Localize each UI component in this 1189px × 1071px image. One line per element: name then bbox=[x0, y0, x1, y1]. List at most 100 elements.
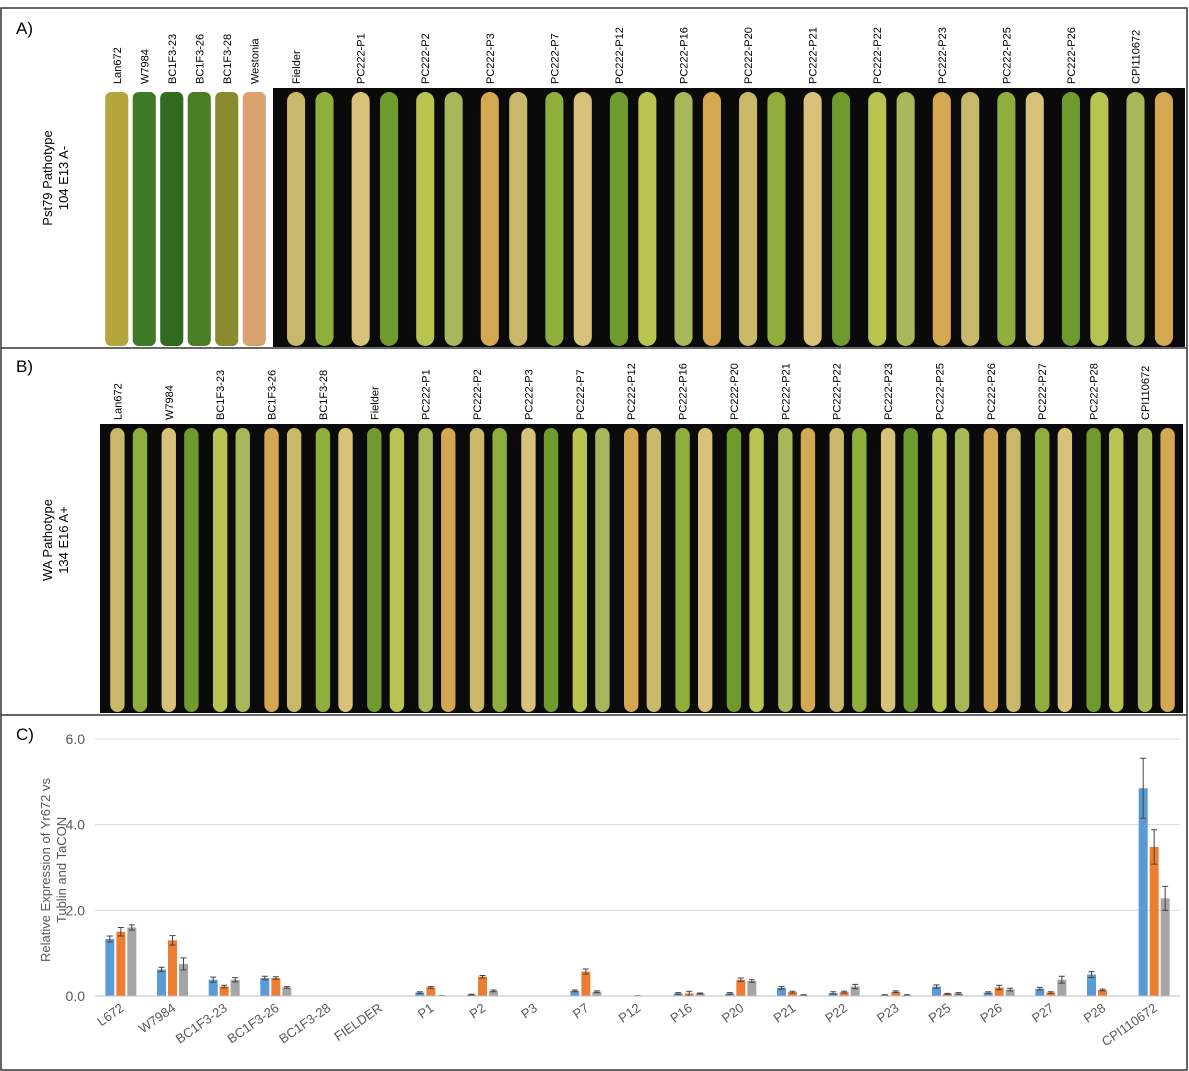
error-bar bbox=[1007, 988, 1013, 991]
x-tick-label: P22 bbox=[822, 1000, 850, 1026]
error-bar bbox=[697, 993, 703, 994]
bar bbox=[581, 972, 590, 996]
bar bbox=[736, 980, 745, 996]
sample-label: PC222-P7 bbox=[549, 33, 561, 84]
sample-label: PC222-P25 bbox=[934, 363, 946, 420]
x-tick-label: P26 bbox=[977, 1000, 1005, 1026]
bar bbox=[168, 940, 177, 996]
sample-label: PC222-P16 bbox=[678, 363, 690, 420]
leaf bbox=[105, 92, 128, 346]
error-bar bbox=[801, 995, 807, 996]
leaf bbox=[675, 428, 689, 712]
sample-label: PC222-P22 bbox=[832, 363, 844, 420]
row-label: 104 E13 A- bbox=[56, 146, 71, 210]
x-tick-label: BC1F3-23 bbox=[173, 1000, 230, 1046]
leaf bbox=[955, 428, 969, 712]
leaf bbox=[933, 92, 951, 346]
leaf bbox=[574, 92, 592, 346]
sample-label: PC222-P23 bbox=[883, 363, 895, 420]
x-tick-label: P25 bbox=[926, 1000, 954, 1026]
bar bbox=[271, 978, 280, 996]
y-tick-label: 4.0 bbox=[66, 817, 86, 833]
leaf bbox=[624, 428, 638, 712]
x-tick-label: L672 bbox=[94, 1000, 126, 1029]
sample-label: BC1F3-26 bbox=[194, 34, 206, 84]
sample-label: PC222-P25 bbox=[1001, 27, 1013, 84]
x-tick-label: P2 bbox=[467, 1000, 489, 1021]
y-axis-label: Relative Expression of Yr672 vs bbox=[38, 777, 53, 962]
bar bbox=[1161, 898, 1170, 996]
sample-label: PC222-P1 bbox=[421, 369, 433, 420]
x-tick-label: P28 bbox=[1081, 1000, 1109, 1026]
leaf bbox=[1090, 92, 1108, 346]
leaf bbox=[213, 428, 227, 712]
leaf bbox=[674, 92, 692, 346]
leaf bbox=[647, 428, 661, 712]
leaf bbox=[470, 428, 484, 712]
leaf bbox=[215, 92, 238, 346]
leaf bbox=[832, 92, 850, 346]
leaf bbox=[160, 92, 183, 346]
sample-label: PC222-P22 bbox=[872, 27, 884, 84]
x-tick-label: W7984 bbox=[136, 1000, 178, 1036]
error-bar bbox=[904, 995, 910, 996]
y-tick-label: 6.0 bbox=[66, 731, 86, 747]
sample-label: Lan672 bbox=[112, 47, 124, 84]
leaf bbox=[961, 92, 979, 346]
x-tick-label: P1 bbox=[415, 1000, 437, 1021]
leaf bbox=[416, 92, 434, 346]
leaf bbox=[881, 428, 895, 712]
leaf bbox=[801, 428, 815, 712]
leaf bbox=[133, 428, 147, 712]
sample-label: Fielder bbox=[369, 386, 381, 420]
error-bar bbox=[945, 993, 951, 994]
leaf bbox=[1026, 92, 1044, 346]
sample-label: BC1F3-26 bbox=[267, 370, 279, 420]
y-tick-label: 2.0 bbox=[66, 902, 86, 918]
leaf bbox=[1058, 428, 1072, 712]
leaf bbox=[133, 92, 156, 346]
leaf bbox=[778, 428, 792, 712]
sample-label: PC222-P28 bbox=[1089, 363, 1101, 420]
sample-label: Fielder bbox=[291, 50, 303, 84]
sample-label: PC222-P20 bbox=[729, 363, 741, 420]
leaf bbox=[595, 428, 609, 712]
leaf bbox=[418, 428, 432, 712]
leaf bbox=[545, 92, 563, 346]
leaf bbox=[1155, 92, 1173, 346]
leaf bbox=[932, 428, 946, 712]
sample-label: PC222-P27 bbox=[1037, 363, 1049, 420]
sample-label: PC222-P21 bbox=[808, 27, 820, 84]
x-tick-label: BC1F3-28 bbox=[276, 1000, 333, 1046]
leaf bbox=[544, 428, 558, 712]
x-tick-label: P3 bbox=[518, 1000, 540, 1021]
x-tick-label: P7 bbox=[570, 1000, 592, 1021]
sample-label: BC1F3-28 bbox=[222, 34, 234, 84]
sample-label: PC222-P26 bbox=[1066, 27, 1078, 84]
leaf bbox=[481, 92, 499, 346]
error-bar bbox=[749, 980, 755, 983]
leaf bbox=[441, 428, 455, 712]
x-tick-label: P20 bbox=[719, 1000, 747, 1026]
bar bbox=[105, 939, 114, 996]
leaf bbox=[1160, 428, 1174, 712]
sample-label: PC222-P26 bbox=[986, 363, 998, 420]
sample-label: Westonia bbox=[249, 37, 261, 84]
bar bbox=[747, 981, 756, 996]
leaf bbox=[1109, 428, 1123, 712]
leaf bbox=[727, 428, 741, 712]
leaf bbox=[264, 428, 278, 712]
leaf bbox=[287, 428, 301, 712]
leaf bbox=[287, 92, 305, 346]
x-tick-label: P21 bbox=[771, 1000, 799, 1026]
sample-label: PC222-P16 bbox=[679, 27, 691, 84]
leaf bbox=[509, 92, 527, 346]
y-tick-label: 0.0 bbox=[66, 988, 86, 1004]
leaf bbox=[739, 92, 757, 346]
sample-label: BC1F3-23 bbox=[215, 370, 227, 420]
leaf bbox=[352, 92, 370, 346]
sample-label: PC222-P21 bbox=[780, 363, 792, 420]
leaf bbox=[1062, 92, 1080, 346]
leaf bbox=[897, 92, 915, 346]
x-tick-label: P23 bbox=[874, 1000, 902, 1026]
